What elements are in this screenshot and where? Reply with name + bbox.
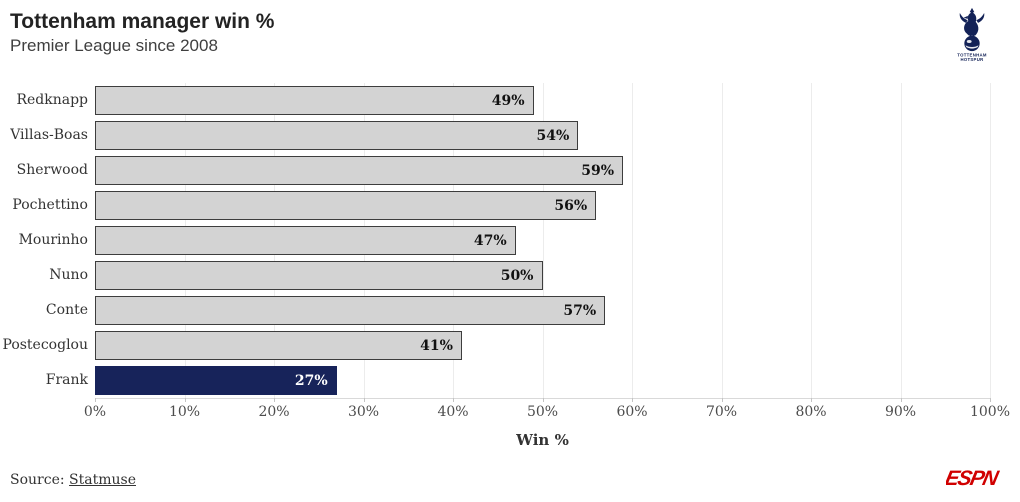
gridline [811, 83, 812, 398]
bar: 41% [95, 331, 462, 360]
gridline [990, 83, 991, 398]
x-tick-label: 60% [616, 404, 648, 420]
plot-area: 49% 54% 59% 56% 47% 50% 57% 41% 27% [95, 83, 991, 402]
x-tick-label: 100% [969, 404, 1011, 420]
x-tick-label: 50% [526, 404, 559, 420]
x-tick-label: 20% [258, 404, 290, 420]
axis-tick-mark [721, 398, 723, 402]
x-tick-label: 10% [168, 404, 201, 420]
x-tick-label: 90% [884, 404, 917, 420]
bar-label: Postecoglou [2, 337, 88, 353]
bar: 47% [95, 226, 516, 255]
source-text: Source: Statmuse [10, 472, 136, 488]
page-subtitle: Premier League since 2008 [10, 36, 218, 55]
axis-tick-mark [453, 398, 454, 402]
axis-tick-mark [900, 398, 902, 402]
axis-tick-mark [990, 398, 991, 402]
gridline [542, 83, 544, 398]
x-axis-ticks: 0% 10% 20% 30% 40% 50% 60% 70% 80% 90% 100% [84, 404, 1010, 422]
bar-label: Pochettino [12, 197, 88, 213]
page-title: Tottenham manager win % [10, 10, 275, 33]
x-tick-label: 0% [83, 404, 107, 420]
espn-logo: ESPN [946, 467, 1001, 490]
bar-value: 59% [581, 162, 615, 179]
bar-value: 27% [294, 372, 328, 389]
x-tick-label: 70% [705, 404, 738, 420]
gridline [900, 83, 902, 398]
crest-text-line2: HOTSPUR [961, 57, 985, 62]
bar-label: Mourinho [18, 232, 88, 248]
source-prefix: Source: [10, 472, 70, 488]
bar-value: 56% [554, 197, 588, 214]
bar: 57% [95, 296, 606, 325]
crest-text-line1: TOTTENHAM [957, 53, 987, 58]
bar-label: Frank [45, 372, 88, 388]
bar-value: 50% [500, 267, 534, 284]
category-axis: Redknapp Villas-Boas Sherwood Pochettino Mou… [0, 83, 88, 398]
axis-tick-mark [274, 398, 275, 402]
x-tick-label: 30% [347, 404, 380, 420]
axis-tick-mark [95, 398, 96, 402]
axis-tick-mark [184, 398, 186, 402]
tottenham-crest-icon: TOTTENHAM HOTSPUR [957, 7, 987, 62]
bar-label: Conte [45, 302, 88, 318]
bar: 54% [95, 121, 579, 150]
x-tick-label: 40% [437, 404, 469, 420]
axis-tick-mark [632, 398, 633, 402]
bar-value: 49% [491, 92, 525, 109]
x-tick-label: 80% [795, 404, 827, 420]
bar: 56% [95, 191, 597, 220]
source-link[interactable]: Statmuse [69, 472, 136, 488]
bar-value: 57% [563, 302, 597, 319]
bar: 50% [95, 261, 543, 290]
gridline [632, 83, 633, 398]
bar-label: Villas-Boas [10, 127, 88, 143]
gridline [721, 83, 723, 398]
bar-value: 54% [536, 127, 570, 144]
axis-tick-mark [811, 398, 812, 402]
bar: 27% [95, 366, 337, 395]
axis-tick-mark [542, 398, 544, 402]
x-axis-title: Win % [516, 431, 569, 449]
bar-label: Redknapp [16, 92, 88, 108]
bar-value: 47% [473, 232, 507, 249]
bar-label: Nuno [49, 267, 88, 283]
bar-value: 41% [420, 337, 453, 354]
axis-tick-mark [363, 398, 365, 402]
bar: 59% [95, 156, 624, 185]
espn-logo-text: ESPN [946, 467, 1001, 490]
bar-label: Sherwood [16, 162, 88, 178]
bar: 49% [95, 86, 534, 115]
